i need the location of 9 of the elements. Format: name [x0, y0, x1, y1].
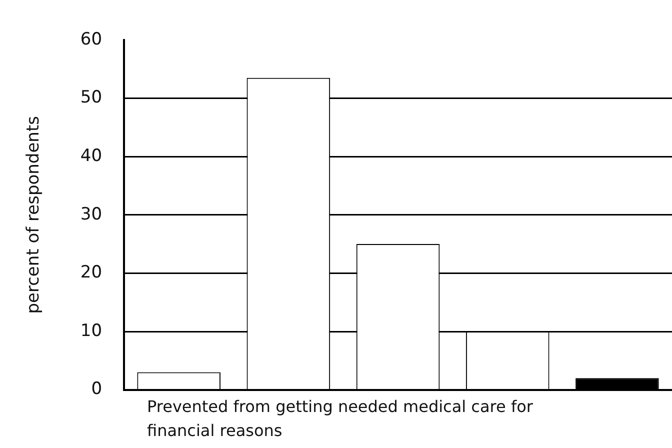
y-tick-label: 40	[80, 146, 102, 166]
y-axis-title: percent of respondents	[24, 116, 44, 314]
x-axis-title: Prevented from getting needed medical care for financial reasons	[147, 396, 534, 442]
y-tick-label: 20	[80, 262, 102, 283]
y-tick-label: 30	[80, 204, 102, 224]
y-tick-label: 50	[80, 88, 102, 108]
y-tick-label: 0	[91, 379, 102, 400]
y-tick-label: 60	[80, 29, 102, 50]
y-tick-label: 10	[80, 320, 102, 341]
